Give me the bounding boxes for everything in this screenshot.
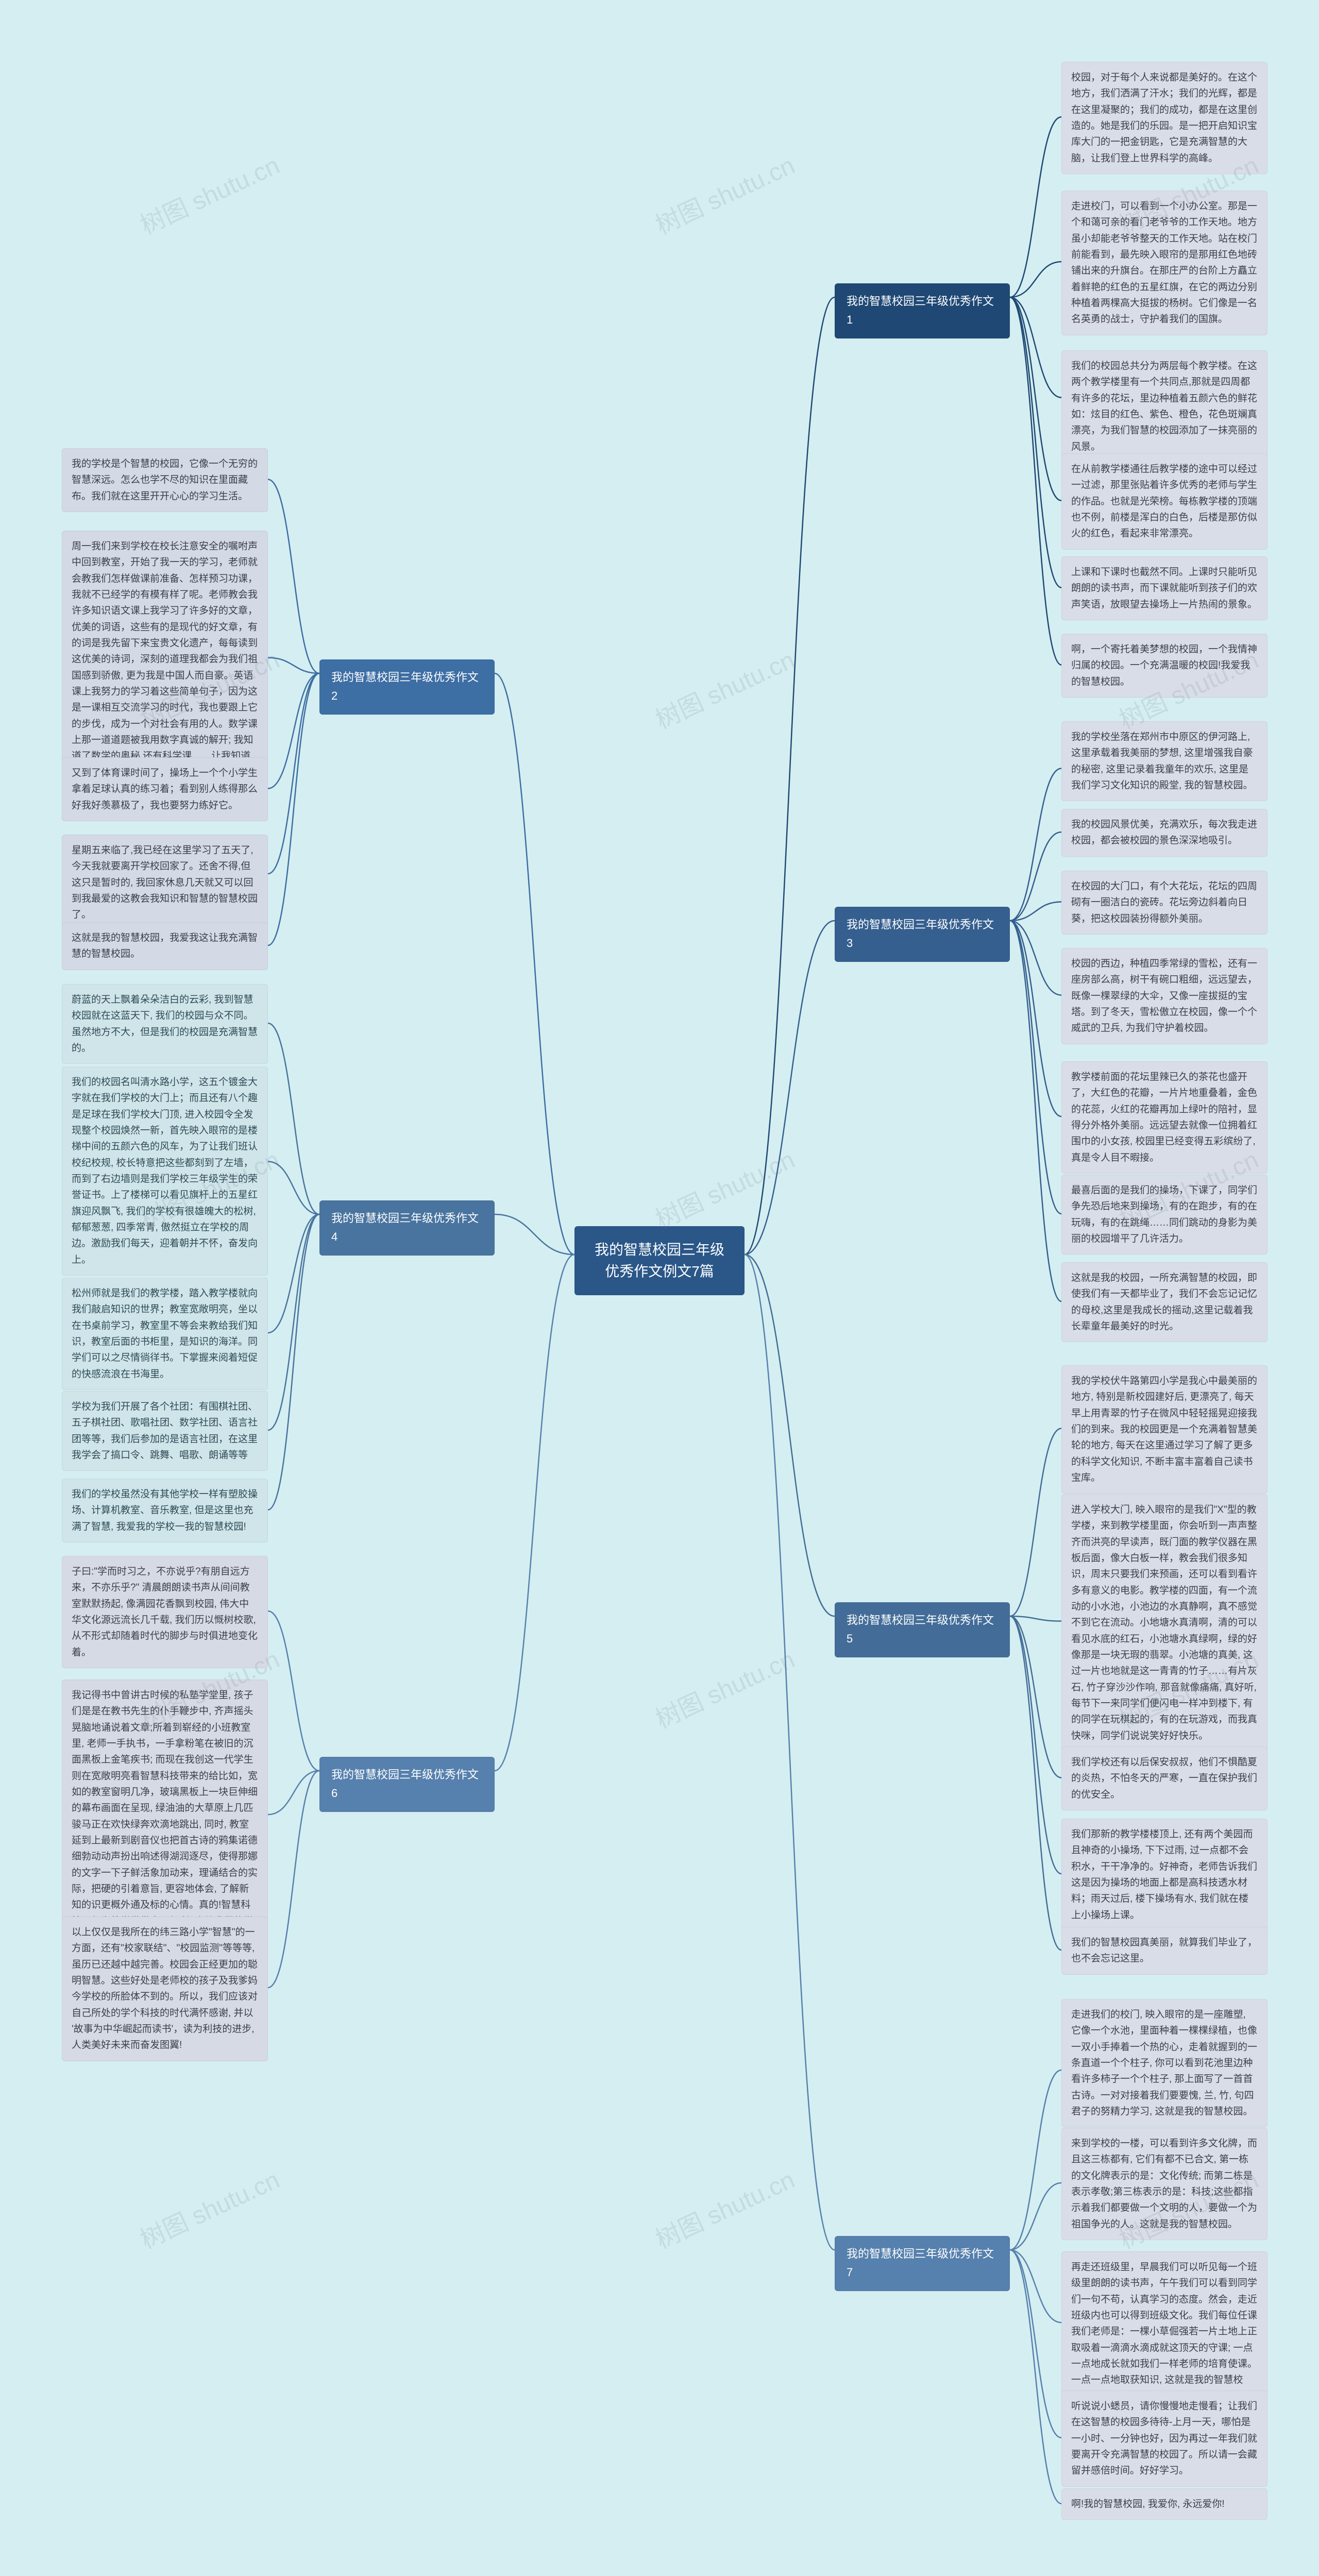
leaf-node-3-3: 在校园的大门口，有个大花坛，花坛的四周砌有一圈洁白的瓷砖。花坛旁边斜着向日葵，把…	[1061, 871, 1267, 935]
branch-node-1: 我的智慧校园三年级优秀作文1	[835, 283, 1010, 338]
leaf-node-2-3: 又到了体育课时间了，操场上一个个小学生拿着足球认真的练习着；看到别人练得那么好我…	[62, 757, 268, 821]
leaf-node-1-2: 走进校门，可以看到一个小办公室。那是一个和蔼可亲的看门老爷爷的工作天地。地方虽小…	[1061, 191, 1267, 335]
leaf-node-6-2: 我记得书中曾讲古时候的私塾学堂里, 孩子们是是在教书先生的仆手鞭步中, 齐声摇头…	[62, 1680, 268, 1954]
leaf-node-5-5: 我们的智慧校园真美丽，就算我们毕业了，也不会忘记这里。	[1061, 1927, 1267, 1975]
leaf-node-3-6: 最喜后面的是我们的操场，下课了，同学们争先恐后地来到操场，有的在跑步，有的在玩嗨…	[1061, 1175, 1267, 1255]
leaf-node-6-3: 以上仅仅是我所在的纬三路小学"智慧"的一方面，还有"校家联结"、"校园监测"等等…	[62, 1917, 268, 2061]
leaf-node-1-5: 上课和下课时也截然不同。上课时只能听见朗朗的读书声，而下课就能听到孩子们的欢声笑…	[1061, 556, 1267, 620]
leaf-node-7-1: 走进我们的校门, 映入眼帘的是一座雕塑, 它像一个水池，里面种着一棵棵绿植，也像…	[1061, 1999, 1267, 2127]
leaf-node-4-2: 我们的校园名叫清水路小学，这五个镀金大字就在我们学校的大门上；而且还有八个趣是足…	[62, 1066, 268, 1276]
branch-node-3: 我的智慧校园三年级优秀作文3	[835, 907, 1010, 962]
leaf-node-1-6: 啊，一个寄托着美梦想的校园，一个我情神归属的校园。一个充满温暖的校园!我爱我的智…	[1061, 634, 1267, 698]
branch-node-7: 我的智慧校园三年级优秀作文7	[835, 2236, 1010, 2291]
leaf-node-2-1: 我的学校是个智慧的校园，它像一个无穷的智慧深远。怎么也学不尽的知识在里面藏布。我…	[62, 448, 268, 512]
leaf-node-5-2: 进入学校大门, 映入眼帘的是我们"X"型的教学楼，来到教学楼里面，你会听到一声声…	[1061, 1494, 1267, 1752]
center-node: 我的智慧校园三年级优秀作文例文7篇	[574, 1226, 745, 1295]
leaf-node-2-5: 这就是我的智慧校园，我爱我这让我充满智慧的智慧校园。	[62, 922, 268, 970]
leaf-node-4-4: 学校为我们开展了各个社团：有围棋社团、五子棋社团、歌唱社团、数学社团、语言社团等…	[62, 1391, 268, 1471]
leaf-node-5-3: 我们学校还有以后保安叔叔，他们不惧酷夏的炎热，不怕冬天的严寒，一直在保护我们的优…	[1061, 1747, 1267, 1810]
leaf-node-1-1: 校园，对于每个人来说都是美好的。在这个地方，我们洒满了汗水；我们的光辉，都是在这…	[1061, 62, 1267, 174]
leaf-node-4-1: 蔚蓝的天上飘着朵朵洁白的云彩, 我到智慧校园就在这蓝天下, 我们的校园与众不同。…	[62, 984, 268, 1064]
leaf-node-3-7: 这就是我的校园，一所充满智慧的校园，即使我们有一天都毕业了，我们不会忘记记忆的母…	[1061, 1262, 1267, 1342]
leaf-node-1-4: 在从前教学楼通往后教学楼的途中可以经过一过滤，那里张贴着许多优秀的老师与学生的作…	[1061, 453, 1267, 550]
leaf-node-6-1: 子曰:"学而时习之，不亦说乎?有朋自远方来，不亦乐乎?" 清晨朗朗读书声从间间教…	[62, 1556, 268, 1668]
branch-node-2: 我的智慧校园三年级优秀作文2	[319, 659, 495, 715]
leaf-node-7-3: 再走还班级里，早晨我们可以听见每一个班级里朗朗的读书声，午午我们可以看到同学们一…	[1061, 2251, 1267, 2412]
leaf-node-7-4: 听说说小蟋员，请你慢慢地走慢看；让我们在这智慧的校园多待待-上月一天，哪怕是一小…	[1061, 2391, 1267, 2487]
leaf-node-4-5: 我们的学校虽然没有其他学校一样有塑胶操场、计算机教室、音乐教室, 但是这里也充满…	[62, 1479, 268, 1543]
leaf-node-7-2: 来到学校的一楼，可以看到许多文化牌，而且这三栋都有, 它们有都不已合文, 第一栋…	[1061, 2128, 1267, 2240]
branch-node-4: 我的智慧校园三年级优秀作文4	[319, 1200, 495, 1256]
leaf-node-3-5: 教学楼前面的花坛里辣已久的茶花也盛开了，大红色的花瓣，一片片地重叠着，金色的花蕊…	[1061, 1061, 1267, 1174]
leaf-node-3-2: 我的校园风景优美，充满欢乐，每次我走进校园，都会被校园的景色深深地吸引。	[1061, 809, 1267, 857]
leaf-node-1-3: 我们的校园总共分为两层每个教学楼。在这两个教学楼里有一个共同点,那就是四周都有许…	[1061, 350, 1267, 463]
leaf-node-5-4: 我们那新的教学楼楼顶上, 还有两个美园而且神奇的小操场, 下下过雨, 过一点都不…	[1061, 1819, 1267, 1931]
leaf-node-4-3: 松州师就是我们的教学楼，踏入教学楼就向我们敲启知识的世界；教室宽敞明亮，坐以在书…	[62, 1278, 268, 1390]
branch-node-6: 我的智慧校园三年级优秀作文6	[319, 1757, 495, 1812]
leaf-node-7-5: 啊!我的智慧校园, 我爱你, 永远爱你!	[1061, 2488, 1267, 2520]
leaf-node-5-1: 我的学校伏牛路第四小学是我心中最美丽的地方, 特别是新校园建好后, 更漂亮了, …	[1061, 1365, 1267, 1494]
leaf-node-3-1: 我的学校坐落在郑州市中原区的伊河路上, 这里承载着我美丽的梦想, 这里增强我自豪…	[1061, 721, 1267, 801]
branch-node-5: 我的智慧校园三年级优秀作文5	[835, 1602, 1010, 1657]
leaf-node-2-4: 星期五来临了,我已经在这里学习了五天了,今天我就要离开学校回家了。还舍不得,但这…	[62, 835, 268, 931]
leaf-node-3-4: 校园的西边，种植四季常绿的雪松，还有一座房部么高，树干有碗口粗细，远远望去，既像…	[1061, 948, 1267, 1044]
